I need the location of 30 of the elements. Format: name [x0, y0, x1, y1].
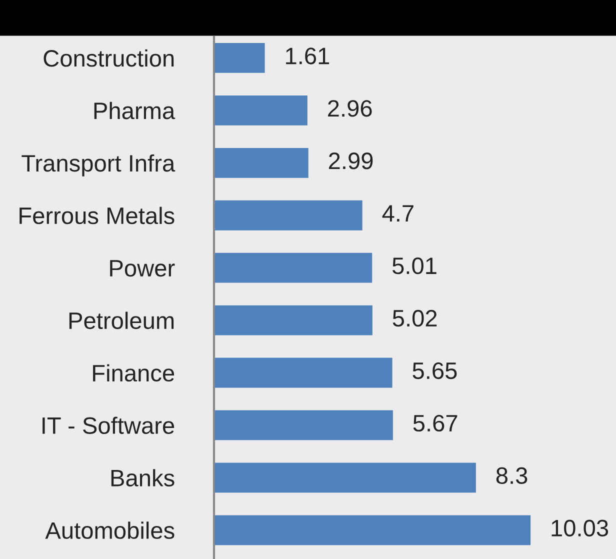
bar	[214, 358, 392, 388]
y-tick-label: Construction	[44, 49, 174, 67]
bar	[214, 200, 362, 230]
bar	[214, 148, 308, 178]
bar	[214, 410, 393, 440]
data-label: 10.03	[552, 520, 608, 536]
bar	[214, 43, 265, 73]
bar	[214, 515, 531, 546]
bar	[214, 305, 372, 336]
data-label: 5.02	[392, 310, 437, 327]
y-tick-label: IT - Software	[42, 416, 174, 434]
y-tick-label: Banks	[111, 469, 174, 486]
data-label: 4.7	[382, 205, 414, 222]
y-tick-label: Automobiles	[45, 522, 174, 539]
y-tick-label: Finance	[93, 364, 174, 382]
data-label: 5.67	[413, 414, 458, 432]
data-label: 5.65	[412, 362, 457, 380]
bar	[214, 252, 372, 283]
y-tick-label: Petroleum	[69, 312, 174, 330]
data-label: 5.01	[392, 257, 436, 274]
data-label: 8.3	[496, 467, 528, 484]
y-tick-label: Pharma	[94, 102, 176, 120]
data-label: 1.61	[286, 48, 330, 64]
bar	[214, 95, 308, 126]
data-label: 2.99	[328, 152, 373, 170]
data-label: 2.96	[328, 100, 372, 117]
bar	[214, 462, 476, 493]
y-tick-label: Transport Infra	[22, 154, 176, 176]
y-tick-label: Ferrous Metals	[20, 206, 174, 224]
y-tick-label: Power	[110, 260, 175, 277]
